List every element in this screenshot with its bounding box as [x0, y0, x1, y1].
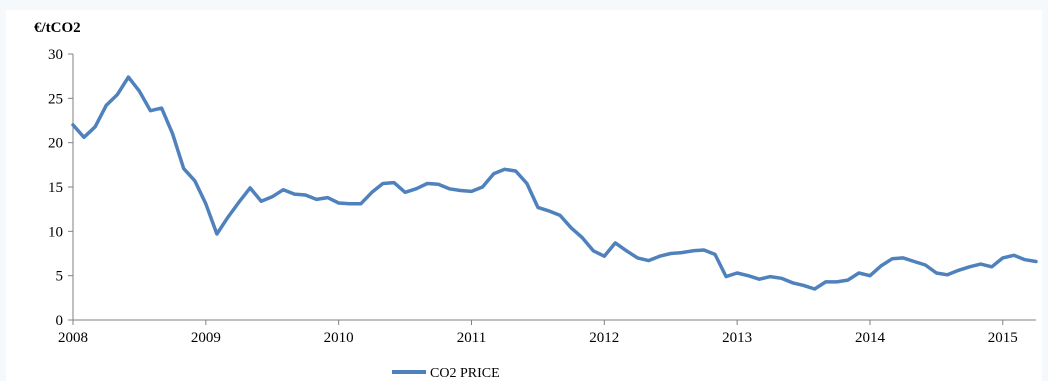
y-axis-ticks: 0 5 10 15 20 25 30	[48, 47, 73, 329]
y-axis-unit-label: €/tCO2	[34, 20, 81, 36]
x-tick-label: 2013	[722, 330, 752, 346]
axes	[72, 54, 1036, 321]
x-tick-label: 2014	[855, 330, 886, 346]
series-line-co2-price	[71, 75, 1038, 291]
y-tick-label: 0	[56, 313, 64, 329]
y-tick-label: 20	[48, 136, 63, 152]
y-tick-label: 15	[48, 180, 63, 196]
series-layer	[71, 75, 1038, 291]
x-tick-label: 2009	[191, 330, 221, 346]
x-tick-label: 2012	[589, 330, 619, 346]
y-tick-label: 25	[48, 91, 63, 107]
co2-price-chart: €/tCO2 0 5 10 15 20 25 30 2008 2009 2010 2011 2012…	[34, 20, 1038, 381]
x-tick-label: 2015	[988, 330, 1018, 346]
x-tick-label: 2008	[58, 330, 88, 346]
x-tick-label: 2011	[457, 330, 486, 346]
chart-frame: €/tCO2 0 5 10 15 20 25 30 2008 2009 2010 2011 2012…	[6, 10, 1042, 381]
y-tick-label: 10	[48, 224, 63, 240]
legend: CO2 PRICE	[392, 366, 500, 381]
x-tick-label: 2010	[324, 330, 354, 346]
legend-label: CO2 PRICE	[430, 366, 500, 381]
x-axis-ticks: 2008 2009 2010 2011 2012 2013 2014 2015	[58, 320, 1018, 346]
y-tick-label: 30	[48, 47, 63, 63]
y-tick-label: 5	[56, 269, 64, 285]
